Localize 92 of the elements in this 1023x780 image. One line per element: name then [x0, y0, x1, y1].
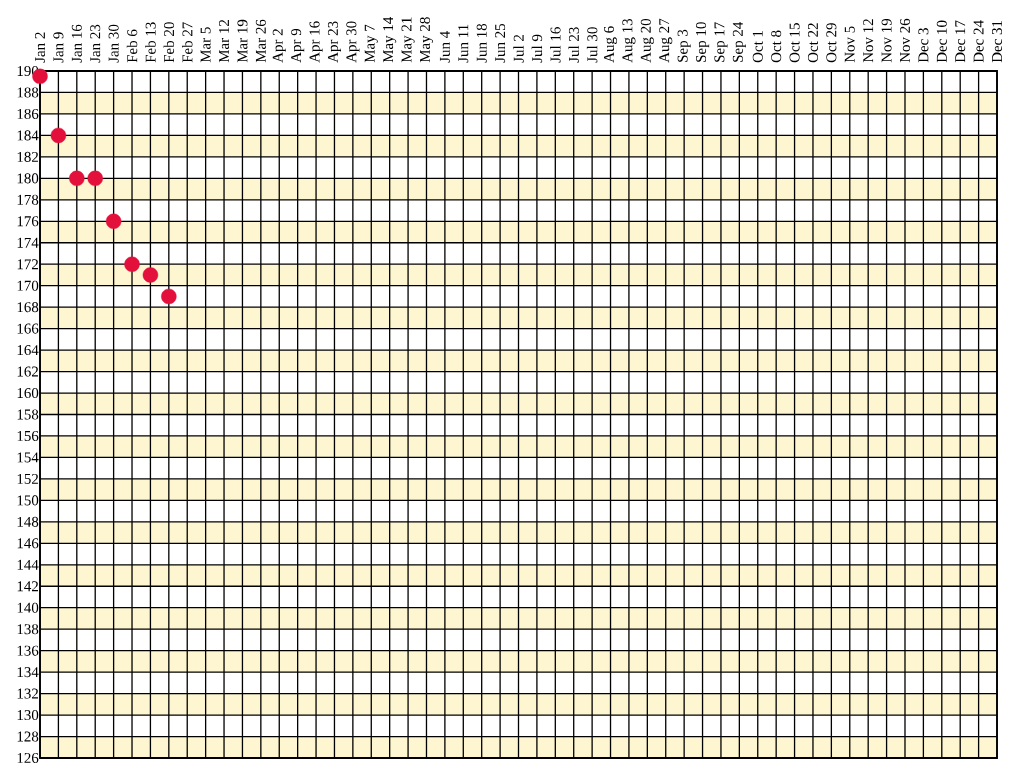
x-tick-label: May 7	[364, 24, 378, 63]
y-tick-label: 140	[17, 602, 39, 613]
point	[50, 127, 67, 144]
x-tick-label: Jan 2	[34, 32, 46, 63]
y-tick-label: 180	[17, 173, 39, 184]
x-tick-label: Oct 1	[752, 30, 763, 63]
y-tick-label: 168	[17, 302, 39, 313]
x-tick-label: Aug 20	[640, 18, 654, 63]
y-tick-label: 166	[17, 323, 39, 334]
x-tick-label: Apr 23	[327, 21, 342, 63]
y-tick-label: 176	[17, 216, 39, 227]
x-tick-label: Jan 16	[71, 24, 82, 63]
y-tick-label: 130	[17, 710, 39, 721]
x-tick-label: Dec 3	[918, 28, 929, 63]
y-tick-label: 164	[17, 345, 39, 356]
x-tick-label: May 21	[401, 17, 415, 63]
x-tick-label: Mar 19	[237, 19, 248, 63]
x-tick-label: Feb 20	[163, 22, 175, 63]
x-tick-label: Dec 24	[973, 20, 984, 63]
y-tick-label: 150	[17, 495, 39, 506]
x-tick-label: Jan 23	[90, 24, 101, 63]
y-tick-label: 142	[17, 581, 38, 592]
y-tick-label: 162	[17, 366, 38, 377]
x-tick-label: Jun 4	[439, 31, 450, 63]
point	[142, 267, 159, 283]
y-tick-label: 126	[17, 752, 39, 764]
y-tick-label: 128	[17, 731, 39, 742]
y-tick-label: 178	[17, 194, 39, 205]
x-tick-label: Apr 2	[272, 29, 286, 63]
x-tick-label: Sep 3	[677, 29, 691, 62]
x-tick-label: Dec 10	[936, 20, 947, 63]
y-tick-label: 158	[17, 409, 39, 420]
x-tick-label: Apr 16	[309, 21, 323, 63]
x-tick-label: Jan 9	[53, 32, 64, 63]
x-tick-label: Jul 2	[513, 34, 524, 63]
x-tick-label: Oct 15	[789, 23, 800, 63]
point	[105, 213, 122, 229]
x-tick-label: Dec 17	[955, 20, 966, 63]
x-tick-label: Nov 19	[881, 19, 892, 63]
y-tick-label: 182	[17, 151, 38, 162]
x-tick-label: Aug 13	[622, 18, 636, 63]
x-tick-label: Oct 8	[771, 30, 782, 63]
y-tick-label: 170	[17, 280, 39, 291]
x-tick-label: Jul 30	[586, 27, 598, 63]
x-tick-label: Oct 22	[807, 23, 818, 63]
y-tick-label: 186	[17, 108, 39, 119]
x-tick-label: Mar 12	[219, 20, 230, 63]
y-tick-label: 174	[17, 237, 39, 248]
y-tick-label: 188	[17, 87, 39, 98]
x-tick-label: Jun 11	[458, 24, 469, 63]
y-tick-label: 184	[17, 130, 39, 141]
x-tick-label: Feb 27	[181, 22, 193, 63]
y-tick-label: 144	[17, 559, 39, 570]
x-tick-label: May 14	[383, 16, 397, 63]
y-tick-label: 152	[17, 473, 38, 484]
x-tick-label: Jul 9	[531, 34, 543, 63]
x-tick-label: Nov 5	[844, 26, 855, 63]
x-tick-label: Apr 30	[346, 21, 360, 63]
y-tick-label: 132	[17, 688, 38, 699]
x-tick-label: Nov 12	[863, 19, 874, 63]
y-tick-label: 172	[17, 259, 38, 270]
x-tick-label: Jul 23	[568, 27, 579, 63]
y-tick-label: 138	[17, 624, 39, 635]
x-tick-label: May 28	[419, 17, 434, 63]
x-tick-label: Feb 13	[145, 22, 156, 63]
y-tick-label: 154	[17, 452, 39, 463]
x-tick-label: Mar 5	[200, 27, 211, 63]
x-tick-label: Jun 18	[476, 23, 487, 63]
x-tick-label: Oct 29	[826, 23, 837, 63]
point	[87, 170, 103, 187]
x-tick-label: Nov 26	[899, 18, 910, 63]
x-tick-label: Apr 9	[291, 28, 305, 63]
point	[161, 288, 177, 305]
y-tick-label: 148	[17, 516, 39, 527]
x-tick-label: Sep 10	[695, 22, 710, 62]
y-tick-label: 160	[17, 387, 39, 399]
x-tick-label: Mar 26	[255, 19, 266, 63]
x-tick-label: Dec 31	[991, 20, 1003, 63]
x-tick-label: Sep 17	[714, 22, 728, 62]
point	[69, 170, 85, 187]
x-tick-label: Sep 24	[732, 21, 746, 62]
x-tick-label: Aug 27	[659, 18, 673, 63]
x-tick-label: Aug 6	[603, 26, 618, 63]
point	[124, 256, 140, 272]
x-tick-label: Jan 30	[108, 24, 119, 63]
y-tick-label: 134	[17, 667, 39, 678]
x-tick-label: Feb 6	[126, 29, 138, 63]
x-tick-label: Jun 25	[495, 23, 506, 63]
x-tick-label: Jul 16	[550, 27, 561, 63]
y-tick-label: 156	[17, 430, 39, 441]
y-tick-label: 146	[17, 538, 39, 549]
y-tick-label: 136	[17, 645, 39, 656]
